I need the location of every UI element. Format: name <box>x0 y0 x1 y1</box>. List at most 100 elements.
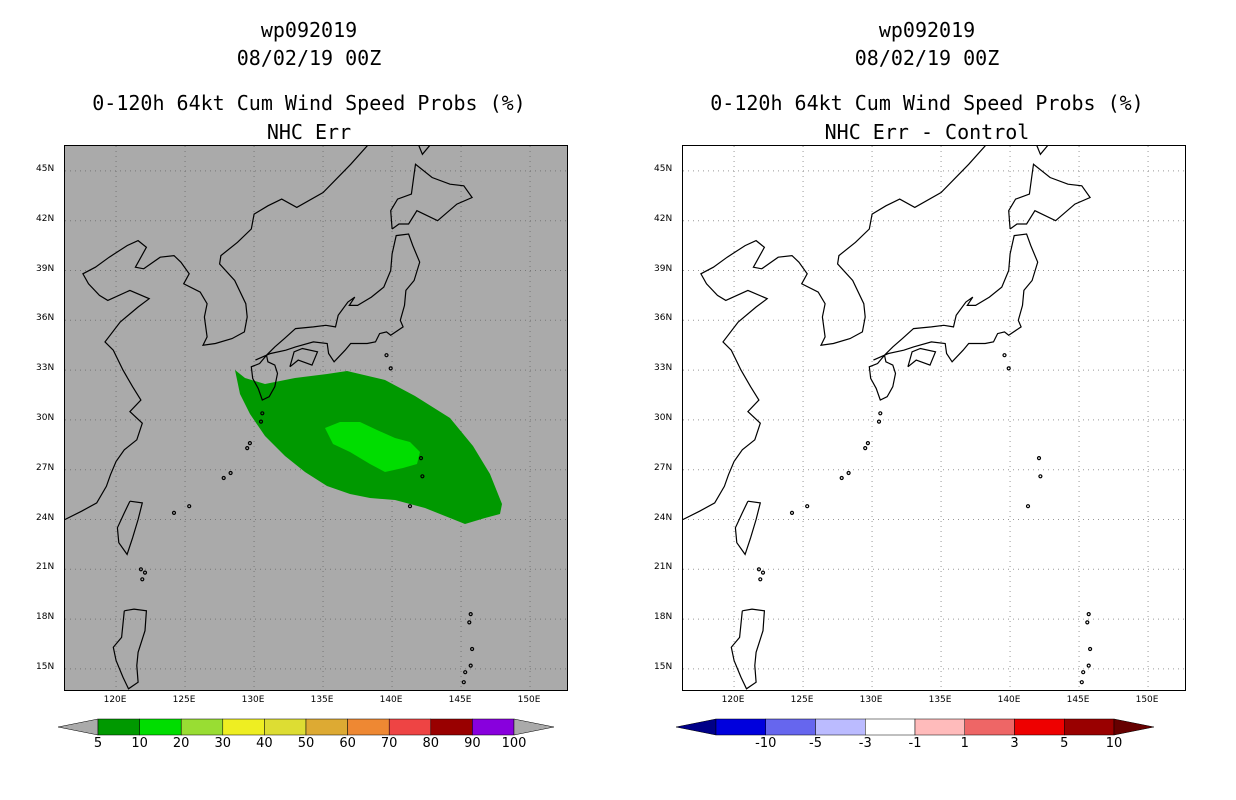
island-mark <box>865 441 870 446</box>
coastlines <box>65 146 475 690</box>
colorbar-label: 80 <box>422 736 440 751</box>
lat-label: 24N <box>654 512 673 523</box>
coastline-segment <box>1008 163 1092 230</box>
colorbar-swatch <box>765 718 816 736</box>
product-title: 0-120h 64kt Cum Wind Speed Probs (%) <box>92 91 526 115</box>
grid-lines <box>683 146 1185 690</box>
colorbar-swatch <box>715 718 766 736</box>
left-panel: wp092019 08/02/19 00Z 0-120h 64kt Cum Wi… <box>36 18 568 751</box>
colorbar-label: -10 <box>755 736 777 751</box>
island-mark <box>846 470 851 476</box>
island-mark <box>1006 366 1011 371</box>
coastline-segment <box>289 347 319 368</box>
colorbar-label: 40 <box>256 736 273 751</box>
colorbar-swatch <box>964 718 1015 736</box>
colorbar-label: -3 <box>858 736 872 751</box>
colorbar-swatch <box>305 718 348 736</box>
island-mark <box>1025 504 1031 509</box>
island-mark <box>140 577 145 582</box>
lat-label: 18N <box>654 612 673 623</box>
island-mark <box>1038 474 1043 479</box>
lat-label: 24N <box>36 512 55 523</box>
lon-label: 140E <box>997 695 1021 705</box>
island-mark <box>221 475 226 481</box>
island-mark <box>760 570 766 575</box>
colorbar-swatch <box>264 718 307 736</box>
lat-label: 15N <box>36 661 55 672</box>
lat-label: 39N <box>36 263 55 274</box>
island-mark <box>388 366 393 371</box>
map-canvas <box>683 146 1185 690</box>
island-mark <box>384 353 389 358</box>
island-mark <box>876 419 882 424</box>
lon-label: 130E <box>859 695 883 705</box>
colorbar-label: 60 <box>339 736 356 751</box>
colorbar-label: 10 <box>131 736 148 751</box>
island-mark <box>1036 456 1042 461</box>
prob-region-10-20 <box>325 422 420 472</box>
storm-id: wp092019 <box>878 18 976 42</box>
island-mark <box>470 646 475 652</box>
lat-label: 42N <box>654 213 673 224</box>
lat-label: 45N <box>654 163 673 174</box>
coastline-segment <box>1036 146 1049 156</box>
island-mark <box>789 510 795 515</box>
lat-label: 30N <box>36 412 55 423</box>
colorbar-swatch <box>388 718 432 736</box>
island-mark <box>1002 353 1007 358</box>
colorbar-label: 5 <box>1060 736 1069 751</box>
lon-label: 125E <box>790 695 814 705</box>
lat-label: 33N <box>654 363 673 374</box>
lon-label: 130E <box>241 695 265 705</box>
island-mark <box>1079 680 1084 685</box>
colorbar-swatch <box>347 718 390 736</box>
island-mark <box>468 663 473 668</box>
island-mark <box>260 411 265 416</box>
panel-subtitle: NHC Err - Control <box>824 120 1030 144</box>
forecast-date: 08/02/19 00Z <box>854 46 1000 70</box>
coastline-segment <box>112 608 148 690</box>
coastline-segment <box>734 500 762 556</box>
coastline-segment <box>907 347 937 368</box>
colorbar-label: 10 <box>1105 736 1123 751</box>
lat-label: 30N <box>654 412 673 423</box>
lat-label: 45N <box>36 163 55 174</box>
colorbar-swatch <box>865 718 916 736</box>
colorbar-svg <box>675 718 1155 736</box>
coastlines <box>683 146 1093 690</box>
colorbar-label: 90 <box>464 736 481 751</box>
coastline-segment <box>683 146 986 521</box>
island-mark <box>171 510 177 515</box>
colorbar-swatch <box>815 718 866 736</box>
probability-colorbar <box>57 716 555 742</box>
colorbar-swatch <box>139 718 182 736</box>
colorbar-swatch <box>430 718 473 736</box>
coastline-segment <box>250 354 279 401</box>
island-mark <box>878 411 883 416</box>
island-mark <box>463 670 468 675</box>
coastline-segment <box>65 146 368 521</box>
colorbar-right-arrow <box>1113 718 1155 736</box>
coastline-segment <box>255 233 421 363</box>
island-mark <box>1086 663 1091 668</box>
lon-label: 145E <box>1066 695 1090 705</box>
probability-map <box>64 145 568 691</box>
lat-label: 36N <box>654 313 673 324</box>
island-mark <box>1081 670 1086 675</box>
colorbar-left-arrow <box>675 718 717 736</box>
lon-label: 125E <box>172 695 196 705</box>
map-canvas <box>65 146 567 690</box>
map-background <box>683 146 1185 690</box>
lat-label: 42N <box>36 213 55 224</box>
colorbar-label: 70 <box>380 736 398 751</box>
coastline-segment <box>390 163 474 230</box>
lat-label: 21N <box>36 562 55 573</box>
lat-label: 39N <box>654 263 673 274</box>
colorbar-swatch <box>1014 718 1065 736</box>
lon-label: 120E <box>721 695 745 705</box>
colorbar-label: 100 <box>501 736 527 751</box>
lat-label: 15N <box>654 661 673 672</box>
island-mark <box>407 504 413 509</box>
colorbar-label: 20 <box>172 736 190 751</box>
lat-label: 36N <box>36 313 55 324</box>
